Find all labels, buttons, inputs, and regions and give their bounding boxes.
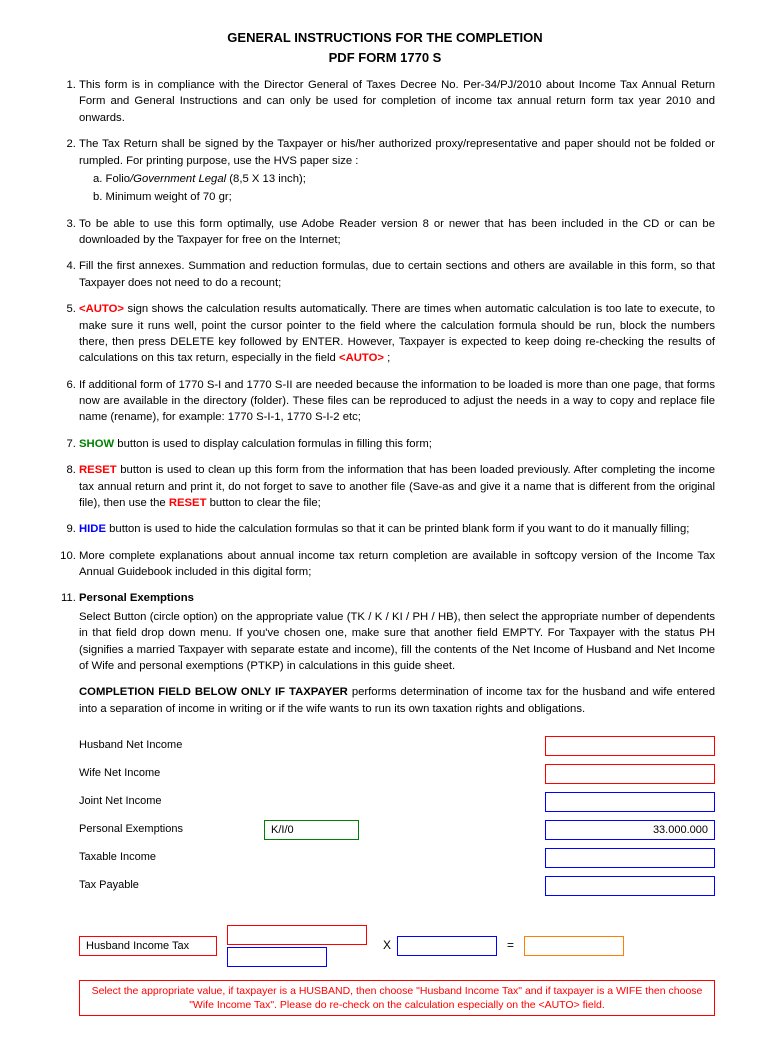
- formula-numerator[interactable]: [227, 925, 367, 945]
- instruction-2a: a. Folio/Government Legal (8,5 X 13 inch…: [79, 171, 715, 187]
- reset-tag: RESET: [169, 497, 207, 509]
- row-husband-net-income: Husband Net Income: [79, 735, 715, 756]
- formula-fraction: [227, 924, 367, 968]
- reset-tag: RESET: [79, 464, 117, 476]
- instruction-7: SHOW button is used to display calculati…: [79, 436, 715, 452]
- instructions-list: This form is in compliance with the Dire…: [55, 77, 715, 1016]
- instruction-3: To be able to use this form optimally, u…: [79, 216, 715, 249]
- instruction-2: The Tax Return shall be signed by the Ta…: [79, 136, 715, 206]
- title-line-1: GENERAL INSTRUCTIONS FOR THE COMPLETION: [55, 28, 715, 48]
- personal-exemptions-title: Personal Exemptions: [79, 592, 194, 604]
- title-line-2: PDF FORM 1770 S: [55, 48, 715, 68]
- show-tag: SHOW: [79, 438, 114, 450]
- formula-multiplier: [397, 936, 497, 956]
- input-wife-net-income[interactable]: [545, 764, 715, 784]
- instruction-11: Personal Exemptions Select Button (circl…: [79, 590, 715, 1016]
- row-taxable-income: Taxable Income: [79, 847, 715, 868]
- instruction-2b: b. Minimum weight of 70 gr;: [79, 189, 715, 205]
- row-personal-exemptions: Personal Exemptions K/I/0 33.000.000: [79, 819, 715, 840]
- computation-fields: Husband Net Income Wife Net Income Joint…: [79, 735, 715, 1016]
- input-husband-net-income[interactable]: [545, 736, 715, 756]
- instruction-9: HIDE button is used to hide the calculat…: [79, 521, 715, 537]
- label-husband-net-income: Husband Net Income: [79, 738, 264, 754]
- label-wife-net-income: Wife Net Income: [79, 766, 264, 782]
- instruction-1: This form is in compliance with the Dire…: [79, 77, 715, 126]
- output-tax-payable: [545, 876, 715, 896]
- select-income-tax-type[interactable]: Husband Income Tax: [79, 936, 217, 956]
- instruction-5: <AUTO> sign shows the calculation result…: [79, 301, 715, 367]
- row-wife-net-income: Wife Net Income: [79, 763, 715, 784]
- auto-tag: <AUTO>: [79, 303, 124, 315]
- formula-denominator: [227, 947, 327, 967]
- label-personal-exemptions: Personal Exemptions: [79, 822, 264, 838]
- page-title: GENERAL INSTRUCTIONS FOR THE COMPLETION …: [55, 28, 715, 67]
- times-symbol: X: [383, 937, 391, 954]
- label-tax-payable: Tax Payable: [79, 878, 264, 894]
- output-joint-net-income: [545, 792, 715, 812]
- instruction-10: More complete explanations about annual …: [79, 548, 715, 581]
- formula-row: Husband Income Tax X =: [79, 924, 715, 968]
- label-taxable-income: Taxable Income: [79, 850, 264, 866]
- hide-tag: HIDE: [79, 523, 106, 535]
- equals-symbol: =: [507, 937, 514, 954]
- personal-exemptions-body: Select Button (circle option) on the app…: [79, 609, 715, 675]
- instruction-4: Fill the first annexes. Summation and re…: [79, 258, 715, 291]
- formula-result: [524, 936, 624, 956]
- input-exemption-code[interactable]: K/I/0: [264, 820, 359, 840]
- completion-note: COMPLETION FIELD BELOW ONLY IF TAXPAYER …: [79, 684, 715, 717]
- instruction-8: RESET button is used to clean up this fo…: [79, 462, 715, 511]
- instruction-6: If additional form of 1770 S-I and 1770 …: [79, 377, 715, 426]
- label-joint-net-income: Joint Net Income: [79, 794, 264, 810]
- document-page: GENERAL INSTRUCTIONS FOR THE COMPLETION …: [0, 0, 770, 1046]
- row-joint-net-income: Joint Net Income: [79, 791, 715, 812]
- output-taxable-income: [545, 848, 715, 868]
- footer-warning: Select the appropriate value, if taxpaye…: [79, 980, 715, 1016]
- output-exemption-amount: 33.000.000: [545, 820, 715, 840]
- auto-tag: <AUTO>: [339, 352, 384, 364]
- row-tax-payable: Tax Payable: [79, 875, 715, 896]
